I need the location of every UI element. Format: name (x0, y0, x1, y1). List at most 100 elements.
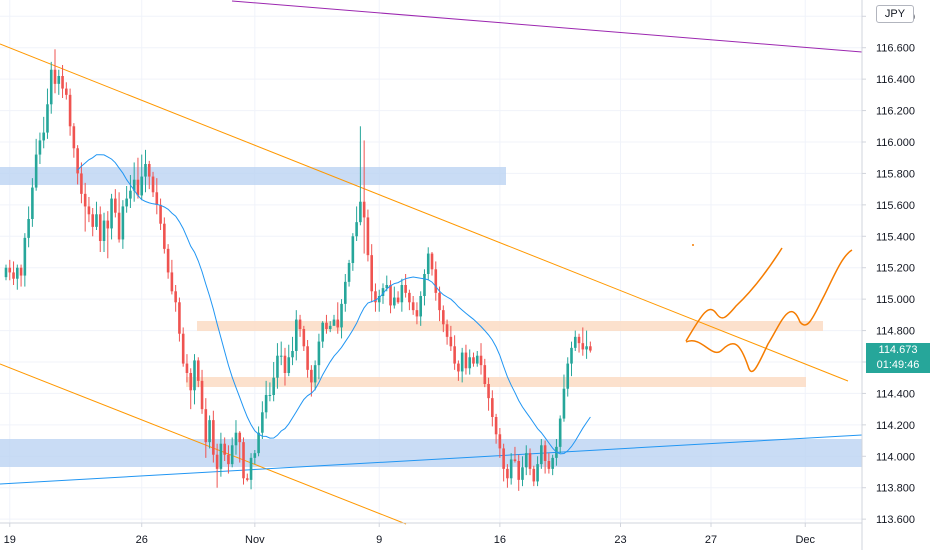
candle (268, 382, 272, 402)
candle-body (178, 302, 181, 334)
candle-body (562, 388, 566, 419)
candle-body (370, 255, 373, 292)
candle-body (543, 445, 547, 461)
candle-body (49, 69, 53, 105)
candle (87, 197, 91, 223)
candle (472, 352, 475, 367)
candle (581, 327, 585, 356)
candle (102, 212, 106, 252)
candle (411, 296, 415, 315)
candle-body (298, 319, 302, 329)
candle-body (291, 351, 294, 358)
projection-path-short (685, 247, 783, 342)
candle-body (91, 214, 95, 227)
candle (212, 410, 215, 463)
candle-body (23, 237, 27, 276)
candle-body (423, 274, 426, 296)
candle-body (121, 206, 125, 240)
price-tick-label: 116.000 (876, 137, 915, 149)
candle-body (83, 193, 87, 207)
candle (562, 374, 566, 422)
candle (114, 189, 117, 218)
candle (181, 327, 185, 367)
candle-body (98, 214, 102, 241)
candle (272, 362, 275, 402)
candle-body (8, 267, 12, 273)
candle (170, 259, 174, 295)
candle-body (502, 448, 505, 469)
candle-body (532, 468, 536, 482)
candle-body (219, 443, 223, 469)
candle-body (558, 418, 562, 447)
candle (306, 340, 309, 378)
candle-body (272, 377, 275, 395)
purple-trendline (231, 0, 863, 53)
candle-body (245, 478, 249, 480)
price-tick-label: 115.200 (876, 263, 915, 275)
price-tick-label: 116.400 (876, 74, 915, 86)
price-tick-label: 115.800 (876, 168, 915, 180)
projection-layer (685, 244, 853, 373)
time-tick-label: Dec (795, 534, 815, 546)
axis-layer (0, 0, 863, 550)
candle (204, 398, 208, 458)
candle-body (302, 329, 306, 347)
candle-body (238, 432, 242, 443)
candle (279, 341, 283, 366)
candle (227, 445, 230, 474)
bar-countdown-label: 01:49:46 (866, 357, 930, 373)
candle-body (313, 365, 317, 383)
candle (468, 349, 472, 375)
candle-body (129, 190, 132, 199)
candle-body (87, 206, 91, 215)
candle (291, 336, 294, 366)
candle (310, 365, 313, 397)
candle-body (389, 285, 392, 306)
candle-body (468, 357, 472, 369)
candle (517, 454, 521, 491)
candle-body (393, 297, 396, 306)
orange-zone-lower (186, 377, 806, 387)
candle (513, 446, 517, 463)
candle-body (453, 346, 456, 364)
orange-trendline-lower (0, 363, 407, 525)
candle-body (445, 324, 449, 337)
candle-body (426, 253, 430, 274)
candle (573, 330, 577, 351)
candle-body (540, 445, 543, 465)
candle-body (517, 461, 521, 480)
candle (524, 445, 528, 476)
candle (509, 453, 513, 485)
candle-body (506, 468, 509, 479)
candle-body (151, 176, 155, 193)
candle-body (577, 336, 581, 344)
candle-body (438, 292, 441, 311)
candle (464, 344, 468, 375)
candle-body (475, 355, 479, 364)
candle-body (257, 432, 260, 454)
candle-body (294, 319, 298, 351)
candle-body (125, 198, 128, 207)
candle (491, 390, 494, 427)
candle-body (472, 357, 475, 364)
candle (200, 369, 204, 414)
candle-body (581, 343, 585, 350)
candle-body (31, 187, 34, 219)
candle-body (359, 201, 362, 223)
candle-body (430, 253, 434, 270)
candle (106, 211, 110, 259)
candle (155, 178, 159, 215)
candle (61, 65, 64, 98)
candle (351, 233, 355, 271)
candle (132, 162, 136, 202)
candle (551, 454, 554, 476)
candle (374, 283, 377, 312)
candle-body (589, 346, 592, 351)
candle-body (234, 432, 238, 446)
candle (543, 440, 547, 474)
currency-badge[interactable]: JPY (876, 5, 914, 23)
candle-body (321, 322, 324, 342)
candle (121, 200, 125, 249)
price-tick-label: 114.200 (876, 420, 915, 432)
